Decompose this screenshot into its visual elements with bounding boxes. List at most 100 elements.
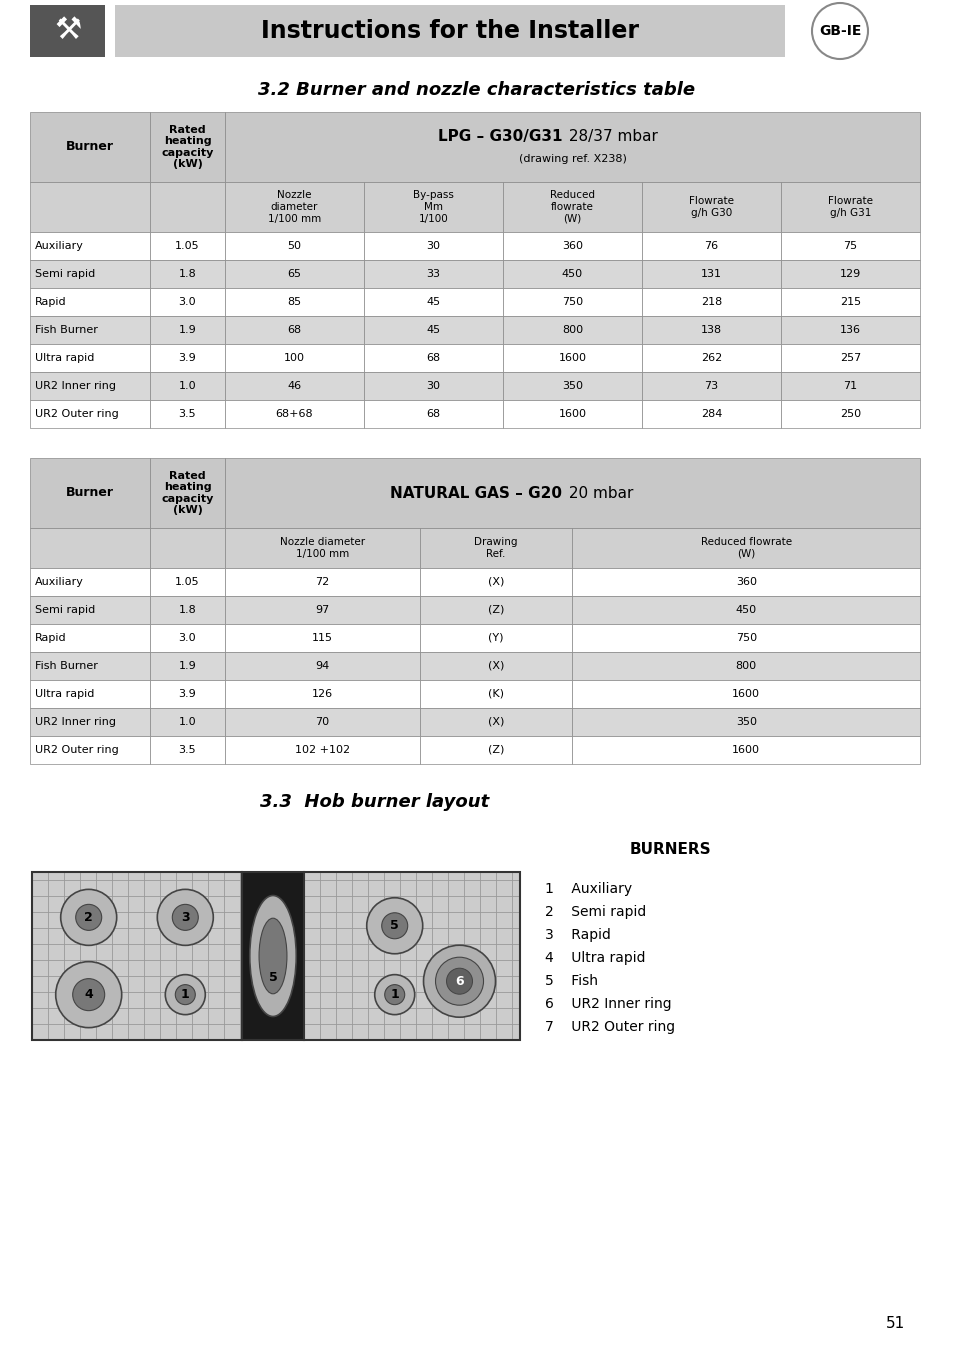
Text: 450: 450 (561, 269, 582, 279)
Text: 1.9: 1.9 (178, 324, 196, 335)
Text: Rapid: Rapid (35, 633, 67, 644)
Text: 85: 85 (287, 297, 301, 307)
Bar (641, 343, 781, 372)
Bar (225, 288, 364, 316)
Text: 126: 126 (312, 690, 333, 699)
Circle shape (384, 984, 404, 1005)
Text: 360: 360 (735, 577, 756, 587)
Text: 350: 350 (561, 381, 582, 391)
Text: 1.8: 1.8 (178, 604, 196, 615)
Bar (225, 183, 364, 233)
Bar (30, 680, 150, 708)
Bar (572, 735, 919, 764)
Text: Fish Burner: Fish Burner (35, 324, 98, 335)
Text: 1600: 1600 (732, 745, 760, 754)
Bar (364, 343, 502, 372)
Text: Ultra rapid: Ultra rapid (35, 353, 94, 362)
Text: 97: 97 (314, 604, 329, 615)
Bar (30, 529, 150, 568)
Bar (419, 680, 572, 708)
Bar (419, 735, 572, 764)
Bar (150, 112, 225, 183)
Text: 3.3  Hob burner layout: 3.3 Hob burner layout (260, 794, 489, 811)
Bar (572, 596, 919, 625)
Bar (150, 458, 225, 529)
Text: (Z): (Z) (487, 604, 504, 615)
Text: Rated
heating
capacity
(kW): Rated heating capacity (kW) (161, 124, 213, 169)
Text: 7    UR2 Outer ring: 7 UR2 Outer ring (544, 1019, 675, 1034)
Text: 1    Auxiliary: 1 Auxiliary (544, 882, 632, 896)
Bar (502, 400, 641, 429)
Bar (150, 316, 225, 343)
Text: 71: 71 (842, 381, 857, 391)
Text: UR2 Outer ring: UR2 Outer ring (35, 410, 118, 419)
Text: ⚒: ⚒ (54, 16, 82, 46)
Text: 1: 1 (390, 988, 398, 1000)
Text: UR2 Inner ring: UR2 Inner ring (35, 717, 116, 727)
Bar (781, 233, 919, 260)
Bar (641, 288, 781, 316)
Circle shape (446, 968, 472, 994)
Text: (X): (X) (487, 717, 504, 727)
Bar (572, 708, 919, 735)
Bar (502, 343, 641, 372)
Text: 94: 94 (314, 661, 329, 671)
Text: 4    Ultra rapid: 4 Ultra rapid (544, 950, 645, 965)
Text: 51: 51 (884, 1317, 904, 1332)
Text: 450: 450 (735, 604, 756, 615)
Text: 68: 68 (426, 353, 440, 362)
Bar (419, 625, 572, 652)
Text: Flowrate
g/h G31: Flowrate g/h G31 (827, 196, 872, 218)
Text: (X): (X) (487, 661, 504, 671)
Text: Burner: Burner (66, 141, 113, 154)
Bar (150, 529, 225, 568)
Bar (30, 183, 150, 233)
Bar (30, 458, 150, 529)
Bar (781, 288, 919, 316)
Text: 131: 131 (700, 269, 721, 279)
Text: By-pass
Mm
1/100: By-pass Mm 1/100 (413, 191, 454, 223)
Bar (781, 372, 919, 400)
Text: 250: 250 (839, 410, 861, 419)
Ellipse shape (250, 895, 296, 1017)
Text: 750: 750 (561, 297, 582, 307)
Bar (364, 316, 502, 343)
Circle shape (172, 904, 198, 930)
Bar (641, 316, 781, 343)
Text: 28/37 mbar: 28/37 mbar (564, 130, 658, 145)
Bar (150, 680, 225, 708)
Text: 3.5: 3.5 (178, 410, 196, 419)
Bar (781, 260, 919, 288)
Bar (242, 872, 304, 1040)
Bar (225, 680, 419, 708)
Bar (225, 372, 364, 400)
Text: 5    Fish: 5 Fish (544, 973, 598, 988)
Text: 70: 70 (314, 717, 329, 727)
Text: 6    UR2 Inner ring: 6 UR2 Inner ring (544, 996, 671, 1011)
Bar (641, 183, 781, 233)
Text: 1.8: 1.8 (178, 269, 196, 279)
Bar (150, 233, 225, 260)
Bar (225, 400, 364, 429)
Text: 129: 129 (839, 269, 861, 279)
Text: 30: 30 (426, 381, 440, 391)
Bar (30, 288, 150, 316)
Bar (364, 260, 502, 288)
Bar (641, 233, 781, 260)
Bar (150, 625, 225, 652)
Bar (150, 183, 225, 233)
Text: 30: 30 (426, 241, 440, 251)
Bar (225, 708, 419, 735)
Text: BURNERS: BURNERS (629, 842, 710, 857)
Bar (32, 872, 242, 1040)
Text: Nozzle diameter
1/100 mm: Nozzle diameter 1/100 mm (279, 537, 364, 558)
Text: 3    Rapid: 3 Rapid (544, 927, 610, 942)
Bar (502, 288, 641, 316)
Bar (419, 596, 572, 625)
Bar (30, 343, 150, 372)
Bar (364, 400, 502, 429)
Bar (30, 5, 105, 57)
Text: 50: 50 (287, 241, 301, 251)
Ellipse shape (259, 918, 287, 994)
Bar (225, 652, 419, 680)
